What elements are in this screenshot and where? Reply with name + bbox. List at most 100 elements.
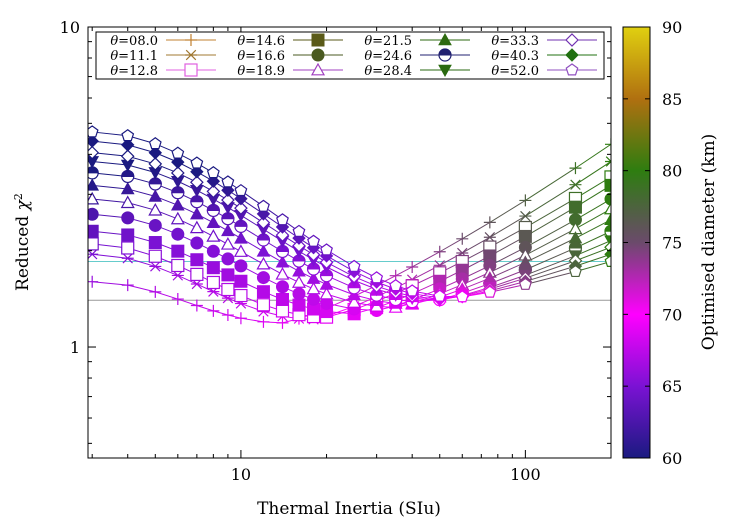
marker-square <box>88 224 99 238</box>
y-tick-label: 1 <box>70 338 80 357</box>
marker-plus <box>456 232 469 245</box>
marker-square <box>171 244 185 258</box>
marker-square-open <box>190 267 204 282</box>
series-line-segment <box>395 266 413 277</box>
colorbar-tick-label: 75 <box>662 234 682 253</box>
marker-square-open <box>171 258 185 273</box>
marker-triangle <box>221 223 235 237</box>
marker-triangle-open <box>603 201 611 215</box>
marker-triangle-open <box>88 191 100 205</box>
series-line-segment <box>575 240 611 257</box>
marker-triangle <box>319 277 334 290</box>
colorbar-tick-label: 80 <box>662 162 682 181</box>
legend-label: θ=16.6 <box>237 49 285 64</box>
series-line-segment <box>575 161 611 186</box>
series-line-segment <box>575 208 611 230</box>
legend-label: θ=40.3 <box>491 49 539 64</box>
marker-triangle <box>170 198 185 211</box>
marker-plus <box>221 309 234 322</box>
marker-asterisk <box>605 156 611 167</box>
series-line-segment <box>525 184 576 217</box>
legend-label: θ=28.4 <box>364 64 412 79</box>
marker-square-open <box>275 304 290 318</box>
series-line-segment <box>92 160 128 166</box>
legend: θ=08.0θ=11.1θ=12.8 θ=14.6θ=16.6θ=18.9 θ=21… <box>95 31 605 80</box>
marker-pentagon-open <box>604 254 611 267</box>
series-line-segment <box>127 164 156 173</box>
marker-pentagon-open <box>320 243 333 256</box>
legend-label: θ=33.3 <box>491 34 539 49</box>
marker-square <box>518 229 532 243</box>
marker-square <box>190 253 204 267</box>
marker-diamond-open <box>306 247 321 262</box>
marker-diamond <box>190 165 204 179</box>
marker-diamond-open <box>221 193 235 207</box>
marker-pentagon-open <box>221 175 235 188</box>
series-line-segment <box>489 277 526 290</box>
marker-plus <box>190 299 203 312</box>
marker-circle-half-fill <box>438 48 452 56</box>
series-line-segment <box>575 219 611 239</box>
colorbar-tick-label: 85 <box>662 90 682 109</box>
marker-circle <box>234 259 248 273</box>
axis-ticks: 10 100 1 10 <box>60 18 612 484</box>
marker-plus <box>185 34 197 46</box>
series-line-segment <box>525 206 576 237</box>
marker-triangle <box>148 189 163 202</box>
marker-square <box>604 178 611 192</box>
marker-pentagon-open <box>518 277 532 290</box>
marker-triangle-open <box>275 267 290 280</box>
series-line-segment <box>462 221 491 240</box>
series-line-segment <box>439 238 463 253</box>
series-line-segment <box>489 215 526 238</box>
x-tick-label: 10 <box>231 465 251 484</box>
series-line-segment <box>92 253 128 259</box>
series-line-segment <box>575 143 611 169</box>
series-line-segment <box>240 317 264 323</box>
marker-square-open <box>234 288 248 303</box>
marker-circle <box>221 252 235 266</box>
data-series-layer <box>88 125 611 329</box>
series-line-segment <box>155 291 178 300</box>
marker-triangle <box>438 32 452 46</box>
series-line-segment <box>489 246 526 267</box>
marker-triangle-open <box>148 202 163 216</box>
marker-triangle-open <box>319 286 334 300</box>
series-line-segment <box>525 247 576 271</box>
marker-circle <box>307 292 321 306</box>
marker-diamond <box>234 191 248 206</box>
marker-pentagon-open <box>292 224 306 237</box>
marker-triangle-open <box>120 195 135 209</box>
marker-plus <box>483 216 496 229</box>
marker-triangle <box>306 271 321 284</box>
series-line-segment <box>489 200 526 223</box>
marker-square <box>568 200 582 214</box>
marker-diamond <box>121 138 135 152</box>
marker-pentagon-open <box>565 63 579 76</box>
marker-triangle <box>275 255 290 268</box>
colorbar-tick-label: 60 <box>662 449 682 468</box>
colorbar-tick-label: 70 <box>662 305 682 324</box>
marker-pentagon-open <box>257 199 270 212</box>
marker-pentagon-open <box>88 125 99 138</box>
legend-label: θ=11.1 <box>110 49 158 64</box>
series-line-segment <box>177 274 198 285</box>
marker-pentagon-open <box>569 264 582 278</box>
series-line-segment <box>525 271 576 285</box>
series-line-segment <box>196 283 214 293</box>
legend-label: θ=52.0 <box>491 64 539 79</box>
marker-plus <box>121 279 134 292</box>
y-axis-label-symbol: χ <box>13 198 33 211</box>
marker-diamond <box>171 155 185 169</box>
y-axis-label: Reduced χ2 <box>12 193 34 291</box>
y-axis-label-main: Reduced <box>13 210 33 291</box>
series-line-segment <box>575 198 611 221</box>
marker-circle <box>275 280 289 294</box>
marker-diamond-open <box>275 228 290 242</box>
marker-circle <box>206 244 220 258</box>
colorbar-label: Optimised diameter (km) <box>699 134 719 350</box>
series-line-segment <box>489 261 526 279</box>
marker-square <box>311 33 325 47</box>
marker-pentagon-open <box>190 156 204 169</box>
marker-plus <box>519 194 532 207</box>
